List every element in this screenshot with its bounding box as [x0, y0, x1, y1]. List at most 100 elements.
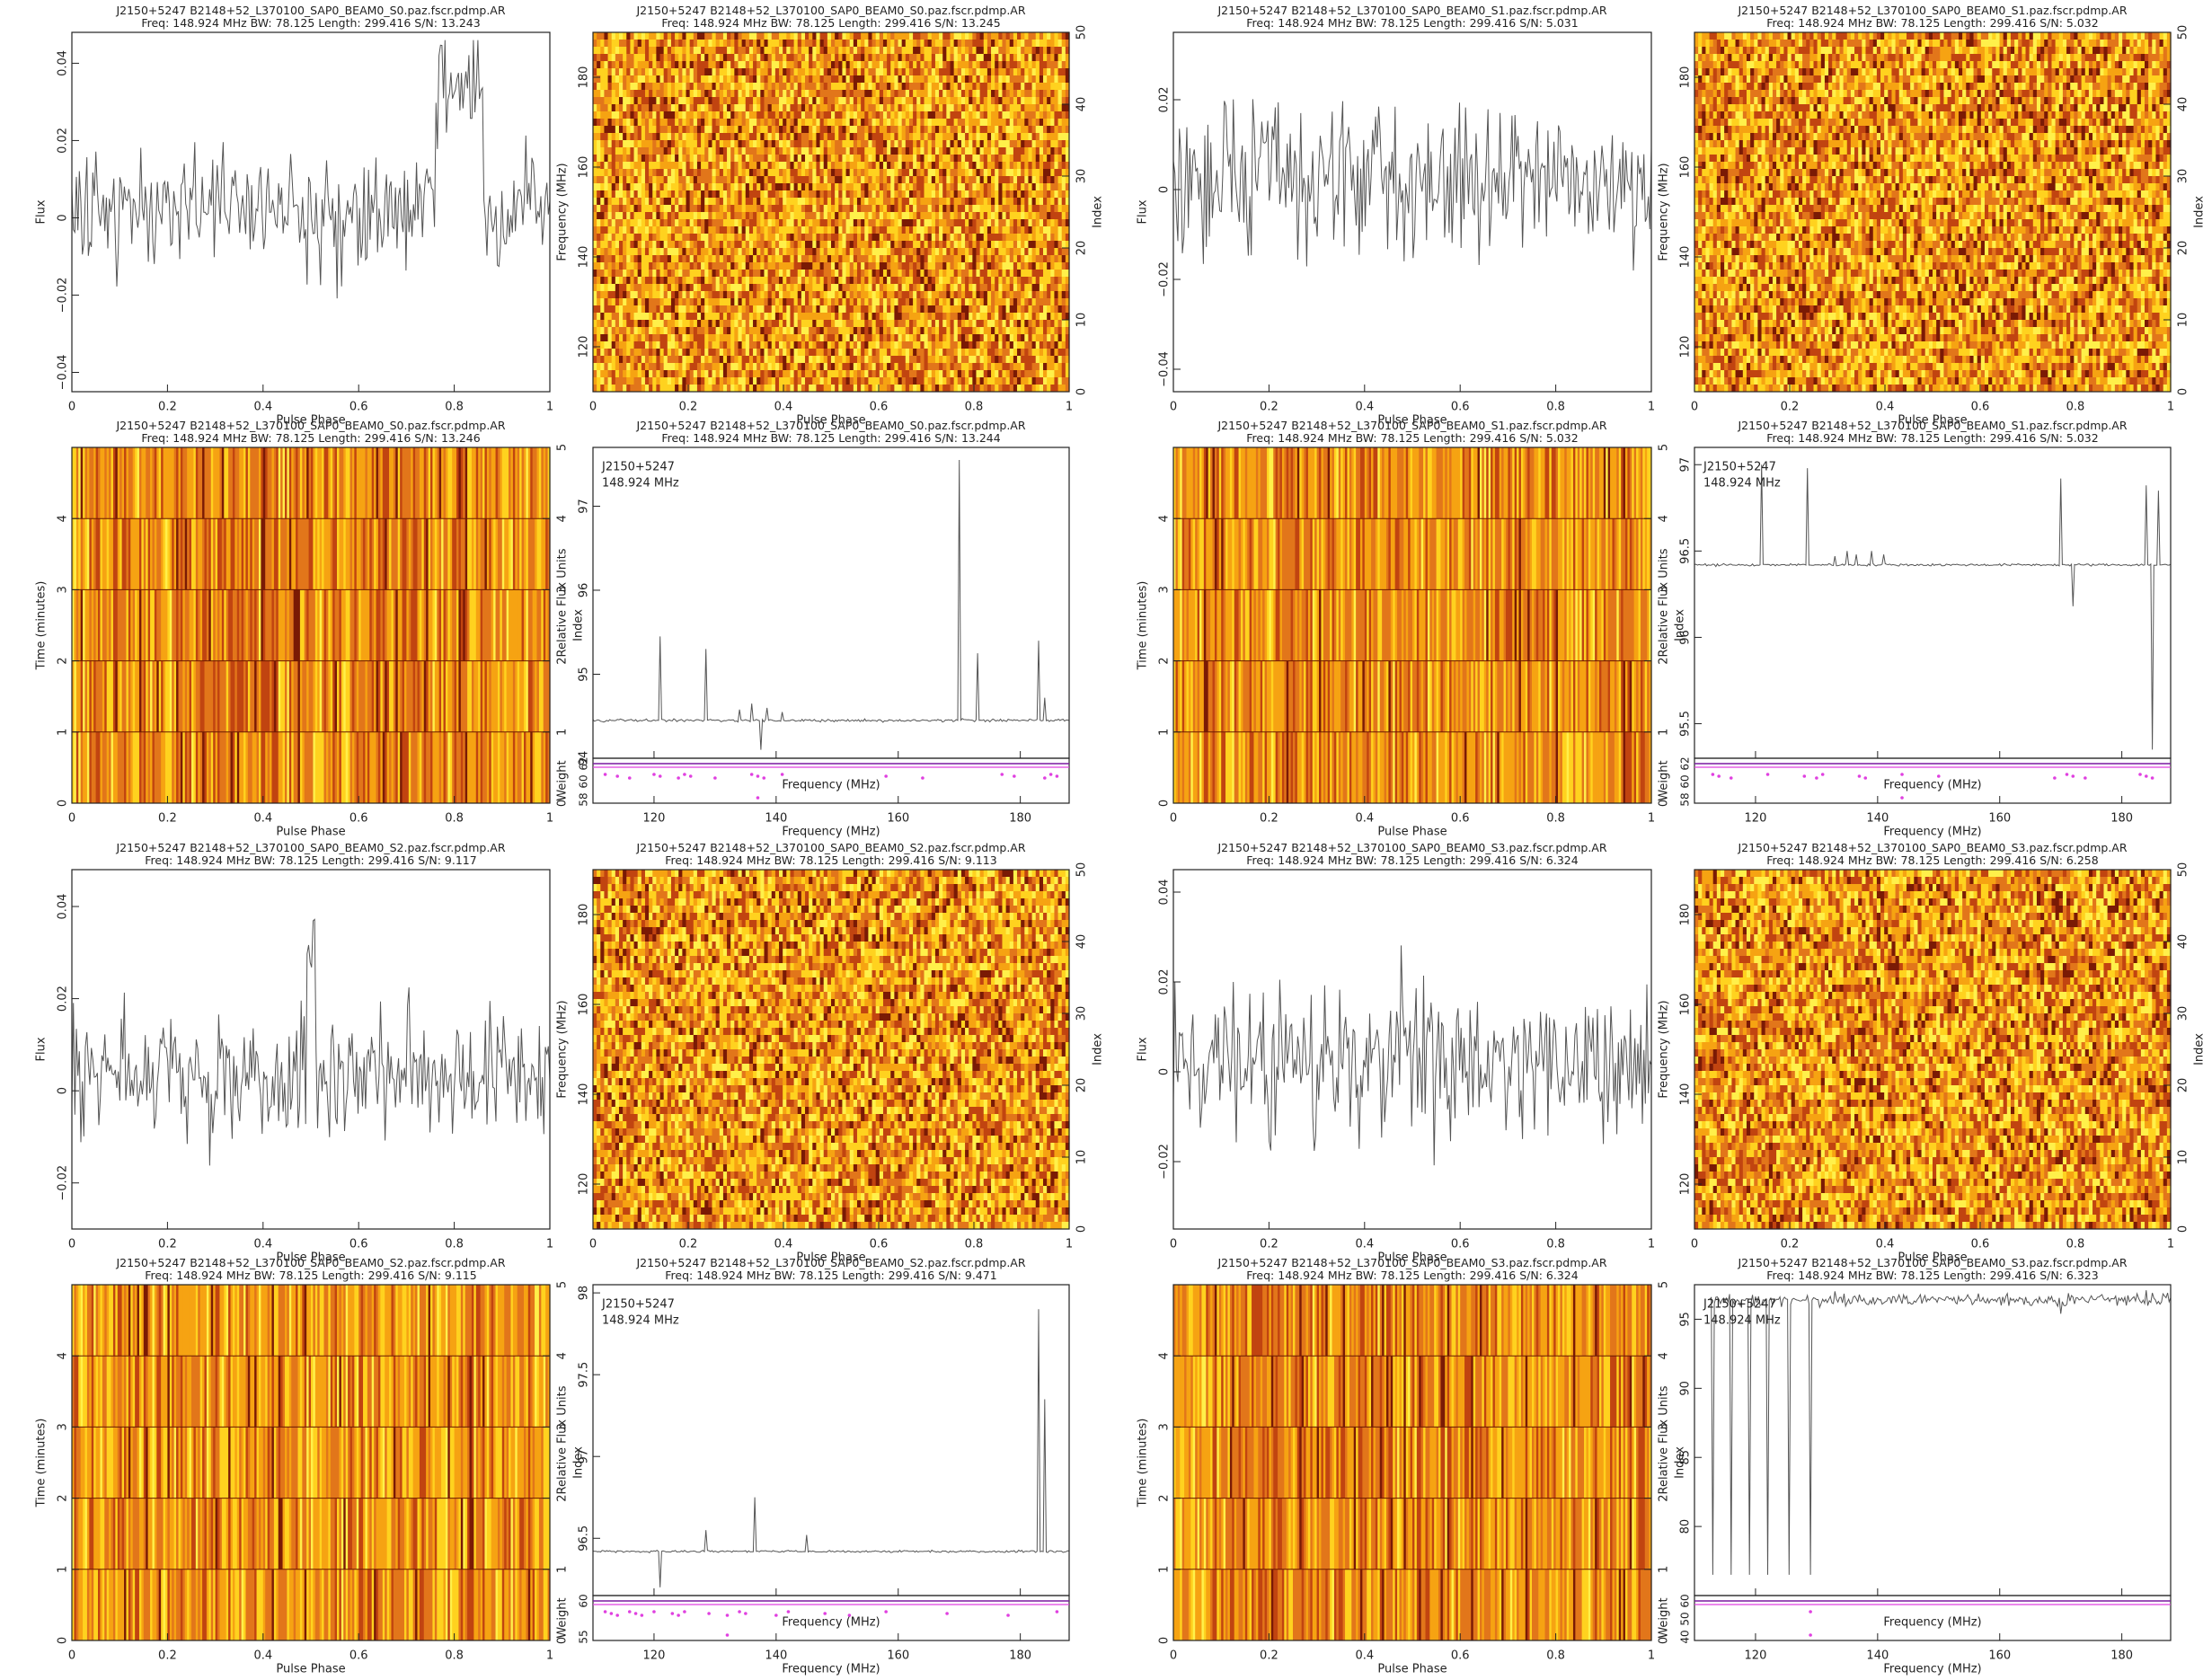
heatmap-cell — [772, 140, 776, 147]
heatmap-cell — [925, 119, 929, 126]
heatmap-cell — [697, 104, 702, 111]
heatmap-cell — [835, 241, 839, 248]
heatmap-cell — [1050, 104, 1055, 111]
heatmap-cell — [660, 291, 665, 298]
heatmap-cell — [660, 205, 665, 212]
heatmap-cell — [656, 97, 660, 104]
heatmap-cell — [675, 83, 679, 90]
heatmap-cell — [764, 198, 768, 205]
heatmap-cell — [1028, 97, 1032, 104]
heatmap-cell — [794, 119, 799, 126]
heatmap-cell — [835, 140, 839, 147]
heatmap-cell — [827, 248, 832, 255]
heatmap-cell — [660, 190, 665, 198]
heatmap-cell — [600, 291, 605, 298]
heatmap-cell — [958, 68, 962, 75]
heatmap-cell — [1021, 298, 1025, 305]
heatmap-cell — [824, 126, 828, 133]
heatmap-cell — [801, 248, 806, 255]
heatmap-cell — [730, 277, 735, 284]
heatmap-cell — [790, 248, 794, 255]
heatmap-cell — [1010, 75, 1014, 83]
heatmap-cell — [1047, 248, 1051, 255]
heatmap-cell — [668, 54, 672, 61]
heatmap-cell — [902, 205, 907, 212]
heatmap-cell — [708, 83, 712, 90]
heatmap-cell — [969, 183, 973, 190]
heatmap-cell — [645, 126, 650, 133]
heatmap-cell — [890, 90, 895, 97]
heatmap-cell — [876, 284, 880, 291]
heatmap-cell — [708, 147, 712, 155]
heatmap-cell — [805, 212, 810, 219]
heatmap-cell — [593, 83, 597, 90]
heatmap-cell — [864, 190, 869, 198]
heatmap-cell — [965, 305, 969, 313]
heatmap-cell — [1013, 183, 1018, 190]
heatmap-cell — [1028, 54, 1032, 61]
heatmap-cell — [608, 248, 613, 255]
heatmap-cell — [593, 97, 597, 104]
heatmap-cell — [965, 97, 969, 104]
heatmap-cell — [753, 226, 757, 234]
heatmap-cell — [1050, 47, 1055, 54]
heatmap-cell — [623, 241, 627, 248]
heatmap-cell — [664, 140, 668, 147]
heatmap-cell — [972, 47, 977, 54]
heatmap-cell — [690, 75, 695, 83]
heatmap-cell — [626, 190, 631, 198]
heatmap-cell — [801, 90, 806, 97]
heatmap-cell — [1040, 61, 1044, 68]
heatmap-cell — [1017, 241, 1022, 248]
heatmap-cell — [775, 140, 780, 147]
heatmap-cell — [649, 190, 653, 198]
heatmap-cell — [838, 248, 843, 255]
heatmap-cell — [593, 248, 597, 255]
heatmap-cell — [1040, 54, 1044, 61]
heatmap-cell — [812, 97, 817, 104]
heatmap-cell — [898, 75, 903, 83]
heatmap-cell — [925, 126, 929, 133]
heatmap-cell — [730, 198, 735, 205]
heatmap-cell — [749, 155, 754, 162]
heatmap-cell — [935, 248, 940, 255]
heatmap-cell — [872, 183, 877, 190]
heatmap-cell — [756, 75, 761, 83]
heatmap-cell — [753, 104, 757, 111]
heatmap-cell — [898, 198, 903, 205]
heatmap-cell — [972, 68, 977, 75]
heatmap-cell — [954, 68, 959, 75]
heatmap-cell — [850, 104, 854, 111]
heatmap-cell — [779, 40, 783, 47]
heatmap-cell — [861, 219, 865, 226]
heatmap-cell — [738, 219, 742, 226]
heatmap-cell — [1006, 140, 1011, 147]
heatmap-cell — [630, 97, 634, 104]
heatmap-cell — [600, 255, 605, 262]
heatmap-cell — [1002, 155, 1006, 162]
heatmap-cell — [668, 111, 672, 119]
heatmap-cell — [668, 83, 672, 90]
heatmap-cell — [798, 305, 802, 313]
heatmap-cell — [868, 234, 872, 241]
heatmap-cell — [1050, 270, 1055, 277]
heatmap-cell — [764, 190, 768, 198]
heatmap-cell — [998, 133, 1003, 140]
heatmap-cell — [831, 126, 836, 133]
heatmap-cell — [951, 68, 955, 75]
heatmap-cell — [690, 111, 695, 119]
heatmap-cell — [928, 119, 933, 126]
heatmap-cell — [708, 68, 712, 75]
heatmap-cell — [861, 169, 865, 176]
heatmap-cell — [872, 190, 877, 198]
heatmap-cell — [980, 176, 985, 183]
heatmap-cell — [593, 169, 597, 176]
heatmap-cell — [738, 169, 742, 176]
heatmap-cell — [723, 226, 728, 234]
heatmap-cell — [634, 126, 639, 133]
heatmap-cell — [1040, 68, 1044, 75]
heatmap-cell — [630, 47, 634, 54]
heatmap-cell — [805, 147, 810, 155]
heatmap-cell — [939, 162, 943, 169]
heatmap-cell — [861, 305, 865, 313]
